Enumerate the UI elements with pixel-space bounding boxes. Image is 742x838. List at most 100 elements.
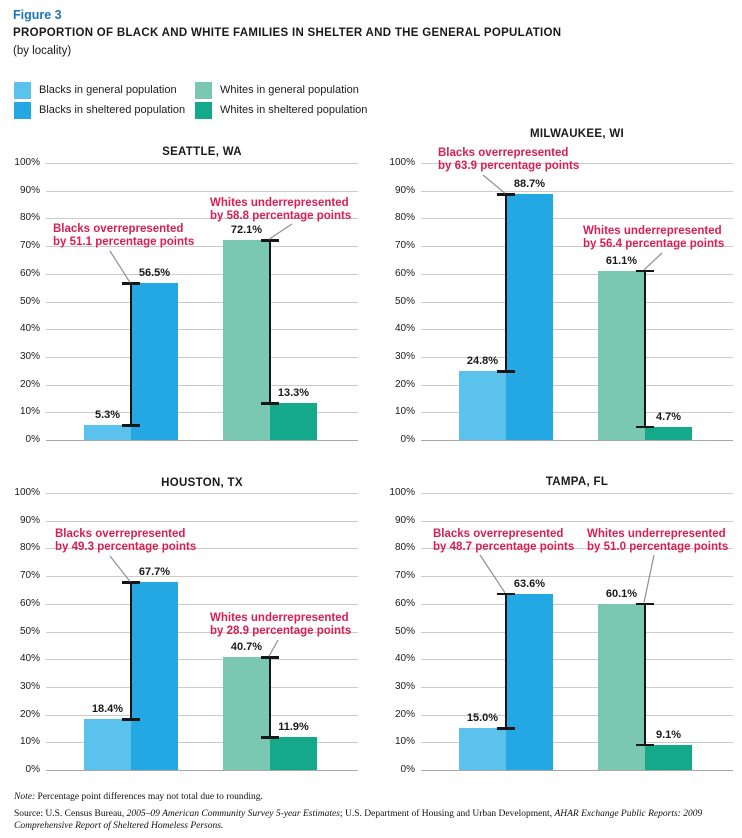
y-axis-tick-60%: 60%: [19, 267, 40, 279]
bar-whites-sheltered: [270, 403, 317, 440]
chart-title: TAMPA, FL: [545, 476, 609, 488]
bar-whites-sheltered: [270, 737, 317, 770]
difference-ibeam-whites: [261, 656, 279, 739]
y-axis-tick-90%: 90%: [19, 514, 40, 526]
y-axis-tick-10%: 10%: [394, 406, 415, 418]
gridline-40%: [46, 329, 358, 331]
ibeam-stem: [504, 193, 508, 373]
y-axis-tick-70%: 70%: [19, 570, 40, 582]
difference-ibeam-blacks: [122, 282, 140, 427]
gridline-60%: [46, 273, 358, 275]
y-axis-tick-10%: 10%: [19, 736, 40, 748]
bar-value-label: 9.1%: [655, 728, 682, 741]
bar-blacks-general: [84, 719, 131, 770]
annotation-blacks-overrepresented: Blacks overrepresented by 63.9 percentage…: [438, 147, 579, 173]
difference-ibeam-whites: [261, 239, 279, 405]
citation-segment: ; U.S. Department of Housing and Urban D…: [339, 809, 555, 819]
gridline-80%: [46, 548, 358, 550]
bar-blacks-sheltered: [131, 582, 178, 770]
annotation-line: by 63.9 percentage points: [438, 160, 580, 172]
y-axis-tick-10%: 10%: [394, 736, 415, 748]
gridline-50%: [421, 631, 733, 633]
y-axis-tick-70%: 70%: [394, 570, 415, 582]
legend-label: Whites in sheltered population: [220, 104, 368, 116]
gridline-70%: [46, 246, 358, 248]
gridline-20%: [46, 384, 358, 386]
bar-whites-general: [598, 270, 645, 440]
gridline-0%: [46, 770, 358, 771]
legend-swatch-blacks-sheltered: [14, 102, 31, 119]
gridline-40%: [46, 659, 358, 661]
y-axis-tick-20%: 20%: [19, 708, 40, 720]
y-axis-tick-70%: 70%: [19, 240, 40, 252]
gridline-90%: [421, 190, 733, 192]
gridline-40%: [421, 659, 733, 661]
bar-value-label: 67.7%: [138, 566, 171, 579]
y-axis-tick-30%: 30%: [394, 680, 415, 692]
annotation-line: by 51.1 percentage points: [53, 236, 195, 248]
bar-whites-sheltered: [645, 744, 692, 770]
y-axis-tick-90%: 90%: [394, 184, 415, 196]
y-axis-tick-100%: 100%: [389, 487, 415, 498]
annotation-line: Whites underrepresented: [587, 528, 726, 540]
annotation-line: by 51.0 percentage points: [587, 541, 729, 553]
legend-label: Blacks in general population: [39, 84, 177, 96]
y-axis-tick-100%: 100%: [14, 487, 40, 498]
y-axis-tick-50%: 50%: [394, 625, 415, 637]
y-axis-tick-60%: 60%: [394, 597, 415, 609]
gridline-90%: [421, 520, 733, 522]
gridline-30%: [46, 686, 358, 688]
y-axis-tick-40%: 40%: [394, 323, 415, 335]
gridline-80%: [46, 218, 358, 220]
ibeam-stem: [129, 581, 133, 721]
gridline-70%: [46, 576, 358, 578]
bar-whites-sheltered: [645, 426, 692, 440]
citation-segment: AHAR Exchange Public Reports: 2009 Compr…: [14, 809, 703, 831]
gridline-20%: [421, 714, 733, 716]
bar-chart-milwaukee-wi: MILWAUKEE, WI 0% 10% 20% 30% 40% 50% 60% 70% 80% 9…: [371, 120, 742, 460]
gridline-40%: [421, 329, 733, 331]
difference-ibeam-blacks: [497, 193, 515, 373]
chart-title: MILWAUKEE, WI: [530, 128, 624, 140]
bar-value-label: 5.3%: [94, 409, 121, 422]
y-axis-tick-30%: 30%: [19, 350, 40, 362]
citation-segment: Source: U.S. Census Bureau,: [14, 809, 127, 819]
y-axis-tick-50%: 50%: [19, 625, 40, 637]
ibeam-stem: [268, 239, 272, 405]
bar-blacks-sheltered: [506, 593, 553, 770]
bar-blacks-general: [459, 371, 506, 440]
legend-swatch-whites-sheltered: [195, 102, 212, 119]
gridline-60%: [421, 603, 733, 605]
citation-segment: 2005–09 American Community Survey 5-year…: [126, 809, 340, 819]
legend-label: Blacks in sheltered population: [39, 104, 186, 116]
annotation-whites-underrepresented: Whites underrepresented by 56.4 percentag…: [583, 225, 724, 251]
bar-value-label: 40.7%: [230, 641, 263, 654]
bar-whites-general: [598, 603, 645, 770]
gridline-50%: [46, 301, 358, 303]
bar-blacks-general: [459, 728, 506, 770]
y-axis-tick-20%: 20%: [394, 378, 415, 390]
difference-ibeam-whites: [636, 269, 654, 429]
annotation-line: by 56.4 percentage points: [583, 238, 725, 250]
difference-ibeam-whites: [636, 602, 654, 747]
y-axis-tick-80%: 80%: [394, 542, 415, 554]
annotation-whites-underrepresented: Whites underrepresented by 51.0 percentag…: [587, 528, 728, 554]
gridline-80%: [421, 548, 733, 550]
ibeam-stem: [643, 602, 647, 747]
gridline-70%: [421, 576, 733, 578]
bar-blacks-sheltered: [131, 283, 178, 440]
y-axis-tick-50%: 50%: [19, 295, 40, 307]
y-axis-tick-20%: 20%: [19, 378, 40, 390]
bar-value-label: 13.3%: [277, 387, 310, 400]
y-axis-tick-0%: 0%: [400, 434, 415, 445]
gridline-90%: [46, 190, 358, 192]
gridline-0%: [421, 440, 733, 441]
gridline-10%: [46, 412, 358, 414]
y-axis-tick-30%: 30%: [394, 350, 415, 362]
chart-title: HOUSTON, TX: [161, 477, 243, 489]
bar-blacks-sheltered: [506, 194, 553, 440]
y-axis-tick-0%: 0%: [400, 764, 415, 775]
gridline-90%: [46, 520, 358, 522]
gridline-30%: [46, 356, 358, 358]
y-axis-tick-90%: 90%: [394, 514, 415, 526]
